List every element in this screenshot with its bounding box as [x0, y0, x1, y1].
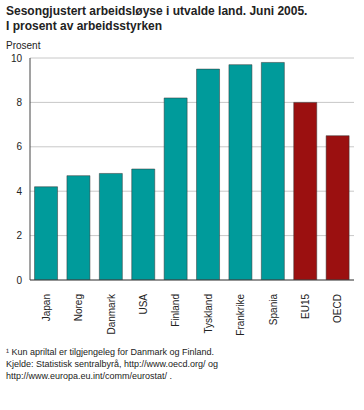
- svg-text:0: 0: [16, 275, 22, 286]
- svg-text:Danmark: Danmark: [106, 293, 117, 335]
- svg-text:USA: USA: [138, 294, 149, 315]
- svg-text:Frankrike: Frankrike: [235, 294, 246, 336]
- svg-text:Spania: Spania: [268, 294, 279, 326]
- svg-text:Japan: Japan: [41, 294, 52, 321]
- html-text:Kjelde: Statistisk sentralbyrå: Kjelde: Statistisk sentralbyrå, http://w…: [6, 359, 219, 381]
- html-text:I prosent av arbeidsstyrken: I prosent av arbeidsstyrken: [6, 19, 163, 33]
- svg-text:EU15: EU15: [300, 294, 311, 319]
- html-text:Sesongjustert arbeidsløyse i u: Sesongjustert arbeidsløyse i utvalde lan…: [6, 4, 308, 18]
- svg-text:8: 8: [16, 97, 22, 108]
- svg-text:Tyskland: Tyskland: [203, 294, 214, 333]
- svg-text:6: 6: [16, 141, 22, 152]
- html-text:Prosent: Prosent: [6, 40, 41, 51]
- svg-text:4: 4: [16, 186, 22, 197]
- svg-text:2: 2: [16, 230, 22, 241]
- html-text:¹ Kun apriltal er tilgjengeleg: ¹ Kun apriltal er tilgjengeleg for Danma…: [6, 347, 215, 357]
- svg-text:Noreg: Noreg: [73, 294, 84, 321]
- svg-text:10: 10: [11, 53, 23, 64]
- svg-text:OECD: OECD: [332, 294, 343, 323]
- svg-text:Finland: Finland: [170, 294, 181, 327]
